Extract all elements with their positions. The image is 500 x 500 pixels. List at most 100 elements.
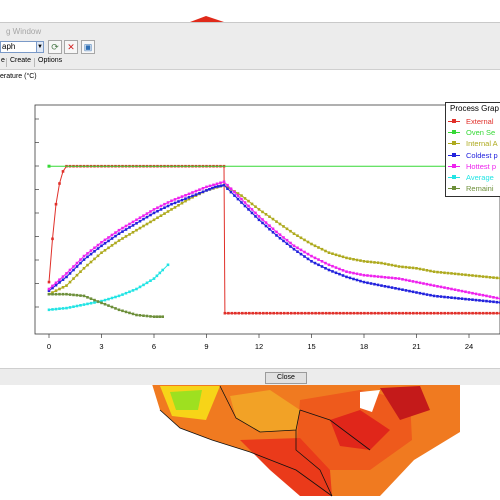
data-point bbox=[233, 190, 236, 194]
data-point bbox=[233, 194, 236, 197]
data-point bbox=[86, 252, 89, 255]
data-point bbox=[467, 273, 471, 277]
data-point bbox=[257, 215, 261, 218]
data-point bbox=[208, 188, 211, 191]
data-point bbox=[474, 292, 478, 296]
data-point bbox=[191, 191, 194, 194]
data-point bbox=[492, 276, 495, 279]
data-point bbox=[359, 311, 363, 315]
data-point bbox=[453, 288, 457, 291]
menu-item-view[interactable]: e bbox=[1, 57, 5, 64]
data-point bbox=[240, 194, 243, 197]
menu-item-create[interactable]: Create bbox=[10, 57, 32, 64]
data-point bbox=[299, 252, 303, 256]
data-point bbox=[51, 292, 54, 296]
data-point bbox=[422, 311, 426, 315]
data-point bbox=[51, 286, 54, 290]
data-point bbox=[107, 304, 110, 307]
data-point bbox=[166, 263, 170, 267]
chevron-down-icon[interactable]: ▼ bbox=[36, 41, 44, 53]
data-point bbox=[180, 195, 184, 198]
data-point bbox=[408, 311, 412, 315]
data-point bbox=[124, 228, 128, 231]
data-point bbox=[485, 275, 488, 279]
data-point bbox=[65, 272, 68, 275]
data-point bbox=[58, 307, 61, 310]
data-point bbox=[334, 253, 338, 257]
data-point bbox=[201, 190, 205, 194]
data-point bbox=[383, 262, 387, 266]
menu-item-options[interactable]: Options bbox=[38, 57, 63, 64]
data-point bbox=[457, 311, 460, 315]
data-point bbox=[131, 220, 135, 224]
close-button[interactable]: Close bbox=[265, 372, 307, 384]
data-point bbox=[275, 234, 278, 237]
data-point bbox=[425, 311, 429, 315]
data-point bbox=[86, 263, 89, 267]
data-point bbox=[93, 257, 96, 261]
graph-type-dropdown[interactable]: aph bbox=[0, 41, 44, 53]
data-point bbox=[51, 291, 54, 294]
data-point bbox=[163, 212, 166, 215]
data-point bbox=[121, 226, 124, 230]
data-point bbox=[289, 311, 293, 315]
data-point bbox=[198, 188, 201, 191]
data-point bbox=[89, 301, 93, 305]
data-point bbox=[250, 211, 254, 215]
export-icon[interactable]: ▣ bbox=[81, 40, 95, 54]
delete-icon[interactable]: ✕ bbox=[64, 40, 78, 54]
data-point bbox=[271, 227, 275, 231]
data-point bbox=[51, 284, 54, 288]
data-point bbox=[248, 311, 251, 315]
refresh-icon[interactable]: ⟳ bbox=[48, 40, 62, 54]
data-point bbox=[432, 284, 436, 287]
data-point bbox=[262, 311, 265, 315]
data-point bbox=[317, 246, 320, 249]
data-point bbox=[61, 170, 65, 173]
data-point bbox=[429, 293, 432, 297]
data-point bbox=[422, 282, 425, 285]
data-point bbox=[250, 208, 254, 211]
data-point bbox=[369, 260, 373, 264]
data-point bbox=[415, 311, 419, 315]
data-point bbox=[103, 242, 107, 245]
data-point bbox=[96, 247, 100, 250]
data-point bbox=[271, 231, 275, 234]
data-point bbox=[149, 220, 152, 224]
data-point bbox=[460, 273, 464, 276]
plot-frame bbox=[34, 104, 500, 335]
data-point bbox=[335, 311, 338, 315]
data-point bbox=[82, 258, 86, 261]
data-point bbox=[152, 218, 156, 222]
data-point bbox=[166, 201, 170, 204]
data-point bbox=[453, 296, 457, 300]
data-point bbox=[376, 275, 380, 278]
data-point bbox=[398, 311, 401, 315]
series-line bbox=[48, 264, 169, 311]
data-point bbox=[352, 258, 355, 261]
data-point bbox=[124, 235, 128, 238]
data-point bbox=[163, 202, 166, 206]
data-point bbox=[443, 286, 446, 289]
data-point bbox=[408, 279, 411, 282]
data-point bbox=[194, 189, 198, 193]
data-point bbox=[485, 294, 488, 298]
data-point bbox=[331, 252, 334, 255]
data-point bbox=[219, 181, 222, 185]
data-point bbox=[425, 269, 429, 272]
data-point bbox=[138, 314, 142, 317]
data-point bbox=[205, 189, 208, 192]
data-point bbox=[355, 278, 359, 282]
data-point bbox=[230, 311, 234, 315]
data-point bbox=[184, 197, 187, 200]
data-point bbox=[110, 233, 114, 237]
data-point bbox=[299, 236, 303, 240]
data-point bbox=[156, 216, 159, 219]
data-point bbox=[348, 271, 352, 274]
data-point bbox=[264, 213, 268, 216]
legend-label: Average bbox=[466, 173, 494, 182]
data-point bbox=[54, 283, 58, 287]
data-point bbox=[100, 241, 103, 244]
data-point bbox=[422, 268, 425, 271]
data-point bbox=[492, 296, 495, 299]
